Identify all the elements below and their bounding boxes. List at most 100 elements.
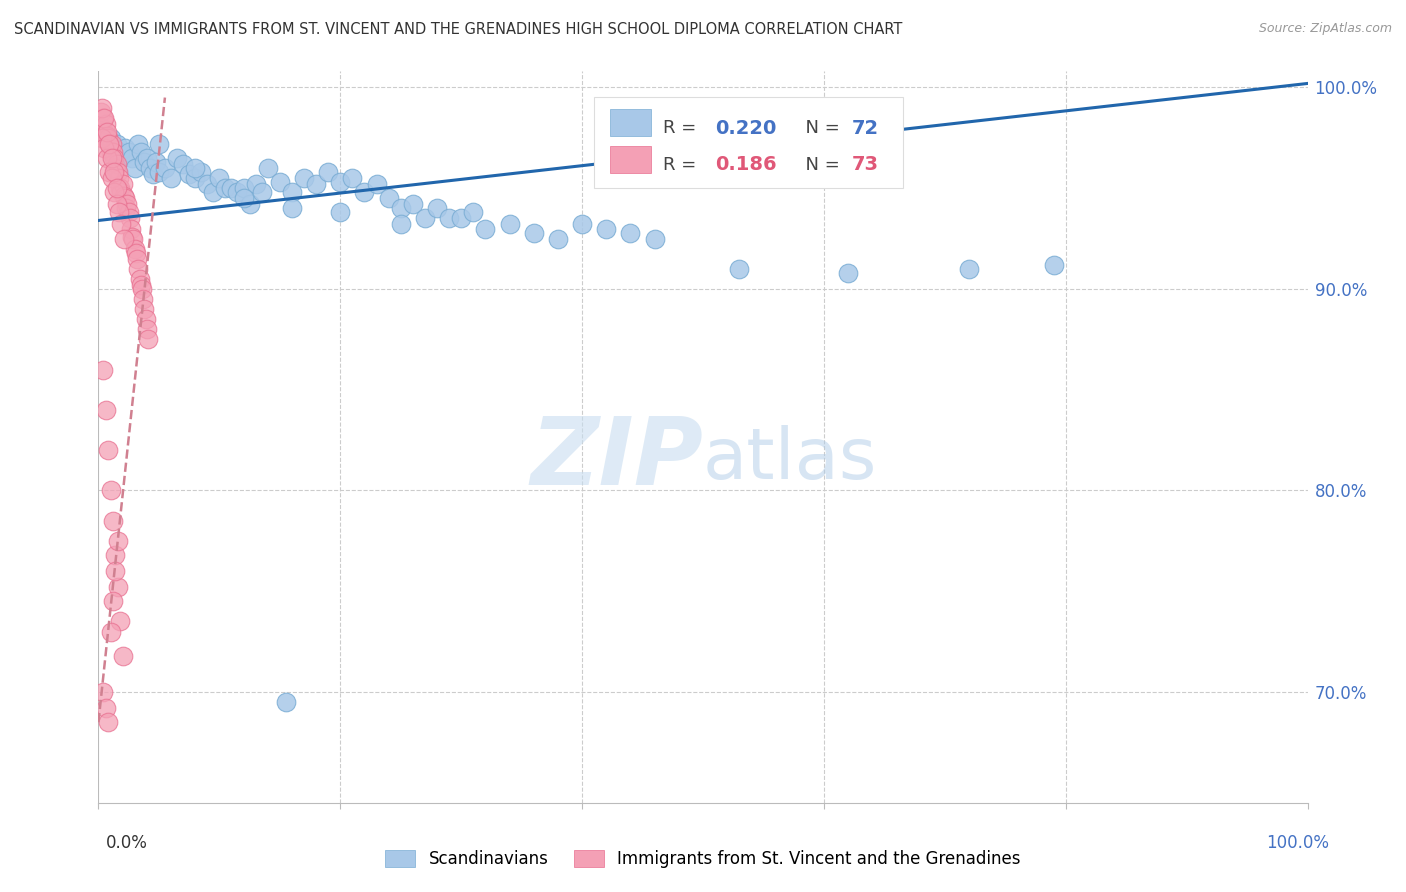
Point [184,161,207,175]
Text: R =: R = [664,156,702,174]
Point [122,231,145,245]
Point [256,161,278,175]
FancyBboxPatch shape [595,97,903,188]
Point [93,125,115,139]
Point [389,218,412,232]
Point [108,145,131,159]
Point [96,125,118,139]
Legend: Scandinavians, Immigrants from St. Vincent and the Grenadines: Scandinavians, Immigrants from St. Vince… [378,843,1028,875]
Point [644,231,666,245]
Point [226,186,249,200]
Point [101,145,124,159]
Point [97,715,120,730]
Point [353,186,375,200]
Point [112,189,135,203]
Point [221,181,243,195]
Point [121,151,143,165]
Point [100,483,122,498]
Point [202,186,225,200]
Point [595,221,617,235]
Point [104,161,127,175]
Point [232,181,254,195]
Point [91,362,114,376]
Point [127,252,149,266]
Point [105,181,128,195]
Point [110,218,132,232]
Text: 0.0%: 0.0% [105,834,148,852]
Point [111,648,134,663]
Point [120,221,142,235]
Point [91,131,114,145]
Point [208,171,231,186]
Point [837,266,859,280]
Point [136,332,159,346]
Point [426,202,449,216]
Point [97,443,120,458]
Point [103,186,125,200]
FancyBboxPatch shape [610,146,651,173]
Text: 0.186: 0.186 [716,155,776,175]
Point [437,211,460,226]
Point [100,151,122,165]
Point [101,514,124,528]
Point [342,171,364,186]
Text: 100.0%: 100.0% [1265,834,1329,852]
Point [547,231,569,245]
Text: 73: 73 [852,155,879,175]
Point [105,197,128,211]
Text: N =: N = [793,156,845,174]
Point [166,151,188,165]
Point [160,171,183,186]
Point [125,245,148,260]
Point [91,101,114,115]
Point [117,197,139,211]
Point [107,580,129,594]
Point [108,205,131,219]
Point [413,211,436,226]
Point [124,161,146,175]
Point [118,145,141,159]
Point [498,218,520,232]
Point [90,104,112,119]
Point [93,141,115,155]
Point [139,161,162,175]
Point [97,131,120,145]
Point [145,155,167,169]
Point [214,181,236,195]
Point [112,231,135,245]
Point [93,111,115,125]
Text: SCANDINAVIAN VS IMMIGRANTS FROM ST. VINCENT AND THE GRENADINES HIGH SCHOOL DIPLO: SCANDINAVIAN VS IMMIGRANTS FROM ST. VINC… [14,22,903,37]
Point [281,186,304,200]
Point [571,218,593,232]
Text: 0.220: 0.220 [716,119,776,138]
Point [377,191,399,205]
Point [100,171,122,186]
Point [450,211,472,226]
Point [103,165,125,179]
Point [111,149,134,163]
Point [129,145,152,159]
Point [115,202,138,216]
Point [110,186,132,200]
Point [108,615,131,629]
Point [269,175,291,189]
Point [96,128,118,143]
Point [124,242,146,256]
FancyBboxPatch shape [610,110,651,136]
Point [118,205,141,219]
Point [281,202,304,216]
Point [96,151,118,165]
Point [135,322,157,336]
Point [94,701,117,715]
Point [91,120,114,135]
Point [108,171,131,186]
Point [239,197,262,211]
Point [118,211,141,226]
Point [114,141,136,155]
Point [172,157,194,171]
Point [523,226,546,240]
Point [134,155,156,169]
Point [107,165,129,179]
Point [274,695,297,709]
Point [135,312,157,326]
